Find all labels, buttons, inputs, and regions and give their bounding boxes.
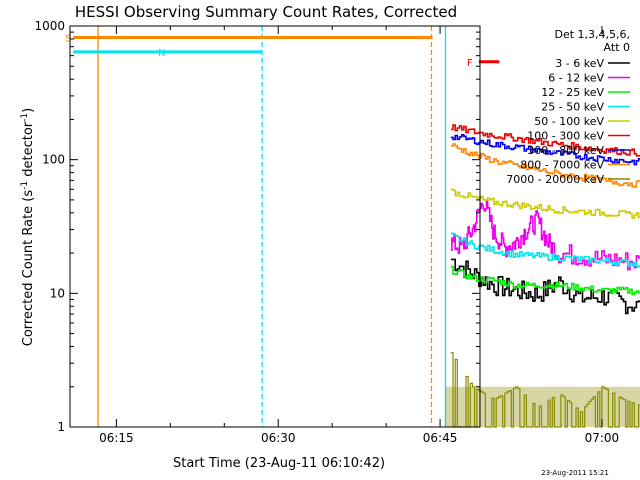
legend-label-0: 3 - 6 keV bbox=[555, 57, 604, 70]
series-800-7000-kev bbox=[450, 143, 640, 188]
legend: Det 1,3,4,5,6,Att 03 - 6 keV 6 - 12 keV12… bbox=[506, 28, 630, 186]
series-7000-20000-kev bbox=[450, 352, 640, 428]
chart-title: HESSI Observing Summary Count Rates, Cor… bbox=[75, 3, 457, 21]
y-tick-label-1: 10 bbox=[50, 286, 65, 300]
legend-label-8: 7000 - 20000 keV bbox=[506, 173, 604, 186]
attenuator-segment-layer: S N F bbox=[65, 34, 500, 69]
state-label-N: N bbox=[158, 48, 165, 59]
y-axis-label: Corrected Count Rate (s-1 detector-1) bbox=[20, 108, 36, 346]
series-3-6-kev bbox=[450, 258, 640, 315]
legend-label-2: 12 - 25 keV bbox=[541, 86, 604, 99]
y-tick-label-2: 100 bbox=[42, 153, 65, 167]
x-tick-label-3: 07:00 bbox=[585, 431, 620, 445]
series-layer bbox=[445, 124, 640, 428]
x-tick-label-2: 06:45 bbox=[423, 431, 458, 445]
plot-frame bbox=[69, 25, 481, 428]
generation-timestamp: 23-Aug-2011 15:21 bbox=[541, 469, 609, 477]
legend-label-3: 25 - 50 keV bbox=[541, 101, 604, 114]
x-axis-label: Start Time (23-Aug-11 06:10:42) bbox=[173, 456, 385, 471]
legend-header-line-1: Det 1,3,4,5,6, bbox=[554, 28, 630, 41]
legend-label-6: 300 - 800 keV bbox=[527, 144, 604, 157]
series-300-800-kev bbox=[450, 134, 640, 166]
series-25-50-kev bbox=[450, 232, 640, 268]
legend-label-1: 6 - 12 keV bbox=[548, 72, 604, 85]
legend-label-5: 100 - 300 keV bbox=[527, 130, 604, 143]
vertical-marker-layer bbox=[97, 26, 447, 427]
series-100-300-kev bbox=[450, 124, 640, 157]
y-tick-label-3: 1000 bbox=[34, 19, 65, 33]
axis-layer: 06:1506:3006:4507:0007:1507:3007:4511010… bbox=[34, 19, 620, 445]
x-tick-label-0: 06:15 bbox=[99, 431, 134, 445]
legend-header-line-2: Att 0 bbox=[604, 41, 630, 54]
series-12-25-kev bbox=[450, 265, 640, 296]
legend-label-7: 800 - 7000 keV bbox=[520, 159, 604, 172]
series-7000-20000-band bbox=[445, 386, 640, 427]
state-label-S: S bbox=[65, 34, 71, 45]
legend-label-4: 50 - 100 keV bbox=[534, 115, 604, 128]
series-50-100-kev bbox=[450, 188, 640, 220]
x-tick-label-1: 06:30 bbox=[261, 431, 296, 445]
y-tick-label-0: 1 bbox=[57, 420, 65, 434]
state-label-F: F bbox=[467, 58, 473, 69]
